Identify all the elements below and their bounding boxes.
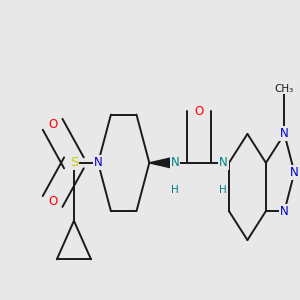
Text: N: N <box>280 128 289 140</box>
Text: CH₃: CH₃ <box>275 84 294 94</box>
Text: S: S <box>70 156 78 170</box>
Text: H: H <box>171 185 179 195</box>
Text: O: O <box>48 195 57 208</box>
Text: H: H <box>219 185 227 195</box>
Text: N: N <box>290 166 299 179</box>
Text: N: N <box>280 205 289 218</box>
Text: O: O <box>48 118 57 131</box>
Text: O: O <box>194 105 204 118</box>
Text: N: N <box>170 156 179 170</box>
Text: N: N <box>94 156 103 170</box>
Polygon shape <box>149 157 175 169</box>
Text: N: N <box>219 156 228 170</box>
